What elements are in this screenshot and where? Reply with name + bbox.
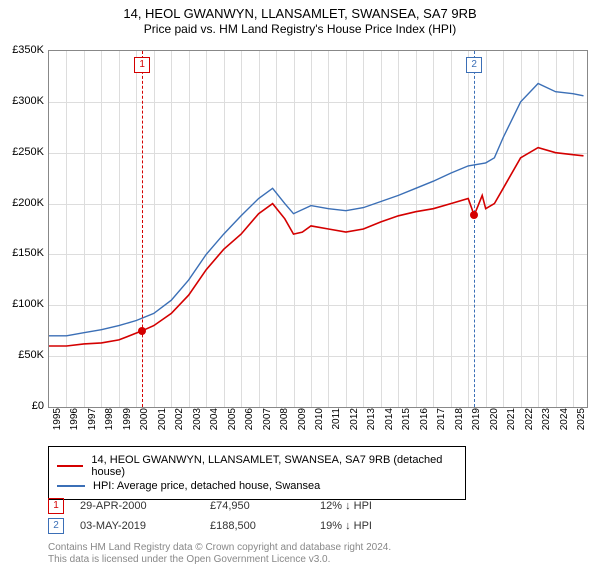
x-axis-tick-label: 2011 <box>331 408 342 438</box>
sale-marker-dot <box>138 327 146 335</box>
x-axis-tick-label: 2018 <box>454 408 465 438</box>
legend: 14, HEOL GWANWYN, LLANSAMLET, SWANSEA, S… <box>48 446 466 500</box>
legend-label: 14, HEOL GWANWYN, LLANSAMLET, SWANSEA, S… <box>91 454 457 478</box>
x-axis-tick-label: 2024 <box>559 408 570 438</box>
series-lines <box>49 51 587 407</box>
x-axis-tick-label: 2015 <box>401 408 412 438</box>
x-axis-tick-label: 2000 <box>139 408 150 438</box>
sale-marker-box: 1 <box>48 498 64 514</box>
x-axis-tick-label: 2003 <box>192 408 203 438</box>
y-axis-tick-label: £150K <box>12 247 44 259</box>
series-line-price_paid <box>49 148 584 346</box>
x-axis-tick-label: 2025 <box>576 408 587 438</box>
y-axis-tick-label: £250K <box>12 146 44 158</box>
x-axis-tick-label: 2008 <box>279 408 290 438</box>
legend-item-price-paid: 14, HEOL GWANWYN, LLANSAMLET, SWANSEA, S… <box>57 454 457 478</box>
legend-swatch <box>57 485 85 487</box>
x-axis-tick-label: 1997 <box>87 408 98 438</box>
chart-title: 14, HEOL GWANWYN, LLANSAMLET, SWANSEA, S… <box>0 6 600 21</box>
sale-marker-flag: 2 <box>466 57 482 73</box>
x-axis-tick-label: 1999 <box>122 408 133 438</box>
x-axis-tick-label: 2019 <box>471 408 482 438</box>
y-axis-tick-label: £300K <box>12 95 44 107</box>
legend-item-hpi: HPI: Average price, detached house, Swan… <box>57 480 457 492</box>
x-axis-tick-label: 2022 <box>524 408 535 438</box>
x-axis-tick-label: 2010 <box>314 408 325 438</box>
sale-row-2: 2 03-MAY-2019 £188,500 19% ↓ HPI <box>48 518 372 534</box>
y-axis-tick-label: £200K <box>12 197 44 209</box>
x-axis-tick-label: 2013 <box>366 408 377 438</box>
x-axis-tick-label: 2021 <box>506 408 517 438</box>
y-axis-tick-label: £350K <box>12 44 44 56</box>
sale-date: 03-MAY-2019 <box>80 520 210 532</box>
plot-area: 12 <box>48 50 588 408</box>
x-axis-tick-label: 2009 <box>297 408 308 438</box>
sale-marker-line <box>142 51 143 407</box>
y-axis-tick-label: £50K <box>18 349 44 361</box>
sale-price: £74,950 <box>210 500 320 512</box>
x-axis-tick-label: 1996 <box>69 408 80 438</box>
sale-marker-line <box>474 51 475 407</box>
y-axis-tick-label: £0 <box>32 400 44 412</box>
x-axis-tick-label: 2001 <box>157 408 168 438</box>
series-line-hpi <box>49 84 584 336</box>
sale-row-1: 1 29-APR-2000 £74,950 12% ↓ HPI <box>48 498 372 514</box>
sale-marker-dot <box>470 211 478 219</box>
chart-subtitle: Price paid vs. HM Land Registry's House … <box>0 22 600 36</box>
x-axis-tick-label: 2017 <box>436 408 447 438</box>
sale-date: 29-APR-2000 <box>80 500 210 512</box>
x-axis-tick-label: 1998 <box>104 408 115 438</box>
sale-delta: 19% ↓ HPI <box>320 520 372 532</box>
legend-swatch <box>57 465 83 467</box>
x-axis-tick-label: 2023 <box>541 408 552 438</box>
sale-delta: 12% ↓ HPI <box>320 500 372 512</box>
x-axis-tick-label: 2012 <box>349 408 360 438</box>
x-axis-tick-label: 2007 <box>262 408 273 438</box>
sale-price: £188,500 <box>210 520 320 532</box>
y-axis-tick-label: £100K <box>12 298 44 310</box>
x-axis-tick-label: 2002 <box>174 408 185 438</box>
x-axis-tick-label: 2006 <box>244 408 255 438</box>
chart-container: 14, HEOL GWANWYN, LLANSAMLET, SWANSEA, S… <box>0 6 600 566</box>
x-axis-tick-label: 1995 <box>52 408 63 438</box>
x-axis-tick-label: 2014 <box>384 408 395 438</box>
x-axis-tick-label: 2020 <box>489 408 500 438</box>
legend-label: HPI: Average price, detached house, Swan… <box>93 480 320 492</box>
sale-marker-flag: 1 <box>134 57 150 73</box>
x-axis-tick-label: 2004 <box>209 408 220 438</box>
x-axis-tick-label: 2016 <box>419 408 430 438</box>
attribution-text: Contains HM Land Registry data © Crown c… <box>48 542 391 566</box>
x-axis-tick-label: 2005 <box>227 408 238 438</box>
sale-marker-box: 2 <box>48 518 64 534</box>
